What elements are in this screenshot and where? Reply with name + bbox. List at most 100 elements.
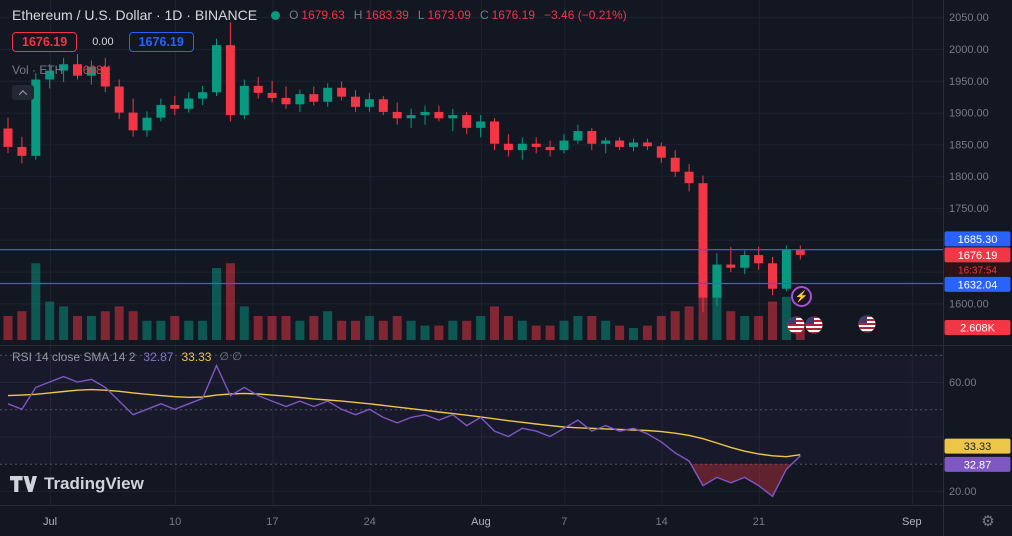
candle-down[interactable] bbox=[698, 183, 708, 298]
candle-down[interactable] bbox=[114, 86, 124, 113]
candle-down[interactable] bbox=[795, 249, 805, 255]
candle-up[interactable] bbox=[59, 64, 69, 71]
candle-down[interactable] bbox=[351, 96, 360, 107]
symbol-legend: Ethereum / U.S. Dollar · 1D · BINANCE O … bbox=[12, 7, 627, 23]
us-flag-event-icon[interactable] bbox=[858, 315, 876, 333]
volume-bar bbox=[142, 320, 152, 340]
candle-down[interactable] bbox=[100, 66, 110, 87]
candle-up[interactable] bbox=[406, 115, 416, 119]
candle-up[interactable] bbox=[476, 121, 486, 128]
candle-down[interactable] bbox=[281, 97, 291, 105]
candle-down[interactable] bbox=[670, 157, 680, 172]
us-flag-graphic bbox=[858, 315, 876, 333]
candle-down[interactable] bbox=[726, 264, 736, 268]
candle-down[interactable] bbox=[656, 146, 666, 158]
volume-bar bbox=[323, 311, 333, 340]
axis-label: 21 bbox=[753, 516, 765, 528]
tradingview-logo[interactable]: TradingView bbox=[10, 474, 144, 494]
candle-down[interactable] bbox=[337, 87, 347, 97]
volume-bar bbox=[59, 306, 69, 340]
symbol-title[interactable]: Ethereum / U.S. Dollar · 1D · BINANCE bbox=[12, 7, 258, 23]
tradingview-logo-text: TradingView bbox=[44, 474, 144, 493]
volume-bar bbox=[239, 306, 249, 340]
candle-down[interactable] bbox=[587, 131, 597, 144]
candle-down[interactable] bbox=[684, 171, 694, 184]
volume-bar bbox=[212, 268, 221, 340]
candle-down[interactable] bbox=[73, 64, 82, 76]
candle-up[interactable] bbox=[629, 142, 638, 147]
candle-up[interactable] bbox=[184, 98, 194, 109]
axis-label: 24 bbox=[364, 516, 376, 528]
candle-up[interactable] bbox=[239, 85, 249, 116]
us-flag-event-icon[interactable] bbox=[787, 316, 805, 334]
candle-down[interactable] bbox=[768, 263, 777, 289]
candle-down[interactable] bbox=[170, 104, 180, 109]
collapse-legend-button[interactable] bbox=[12, 85, 34, 100]
candle-down[interactable] bbox=[392, 111, 402, 119]
candle-up[interactable] bbox=[45, 70, 55, 80]
candle-up[interactable] bbox=[420, 111, 430, 116]
candle-up[interactable] bbox=[323, 87, 333, 102]
candle-down[interactable] bbox=[642, 142, 652, 147]
candle-down[interactable] bbox=[253, 85, 263, 93]
low-value: 1673.09 bbox=[427, 8, 471, 22]
volume-bar bbox=[295, 320, 305, 340]
volume-bar bbox=[670, 311, 680, 340]
candle-up[interactable] bbox=[86, 66, 96, 76]
rsi-band-fill bbox=[0, 354, 943, 464]
open-label: O bbox=[289, 8, 299, 22]
candle-down[interactable] bbox=[615, 140, 625, 147]
candle-down[interactable] bbox=[3, 128, 13, 147]
candle-up[interactable] bbox=[712, 264, 722, 298]
volume-bar bbox=[128, 311, 138, 340]
candle-up[interactable] bbox=[781, 249, 791, 289]
axis-badge bbox=[944, 456, 1011, 472]
volume-bar bbox=[184, 320, 194, 340]
candle-up[interactable] bbox=[156, 104, 166, 118]
candle-down[interactable] bbox=[128, 112, 138, 131]
candle-down[interactable] bbox=[545, 146, 555, 151]
volume-bar bbox=[17, 311, 27, 340]
candle-up[interactable] bbox=[31, 79, 41, 156]
axis-label: 20.00 bbox=[949, 486, 977, 498]
settings-gear-icon[interactable]: ⚙ bbox=[974, 509, 1002, 533]
candle-up[interactable] bbox=[142, 117, 152, 131]
volume-bar bbox=[545, 325, 555, 340]
candle-up[interactable] bbox=[559, 140, 569, 151]
candle-up[interactable] bbox=[573, 131, 583, 141]
candle-up[interactable] bbox=[295, 94, 305, 105]
sell-button[interactable]: 1676.19 bbox=[12, 32, 78, 52]
candle-down[interactable] bbox=[754, 255, 764, 264]
candle-up[interactable] bbox=[198, 92, 208, 99]
volume-bar bbox=[684, 306, 694, 340]
volume-bar bbox=[198, 320, 208, 340]
us-flag-graphic bbox=[805, 316, 823, 334]
rsi-legend[interactable]: RSI 14 close SMA 14 2 32.87 33.33 ∅ ∅ bbox=[12, 350, 242, 364]
candle-up[interactable] bbox=[740, 255, 750, 268]
event-lightning-icon[interactable]: ⚡ bbox=[791, 286, 812, 307]
axis-label: 1900.00 bbox=[949, 108, 989, 120]
candle-down[interactable] bbox=[490, 121, 499, 144]
volume-legend: Vol · ETH 2.608K bbox=[12, 63, 111, 77]
candle-down[interactable] bbox=[434, 111, 444, 119]
candle-down[interactable] bbox=[503, 143, 513, 151]
candle-down[interactable] bbox=[267, 92, 277, 98]
candle-down[interactable] bbox=[17, 146, 27, 156]
candle-up[interactable] bbox=[212, 45, 221, 93]
candle-up[interactable] bbox=[448, 115, 458, 119]
volume-bar bbox=[587, 316, 597, 340]
buy-button[interactable]: 1676.19 bbox=[128, 32, 194, 52]
candle-down[interactable] bbox=[225, 45, 235, 116]
candle-up[interactable] bbox=[517, 143, 527, 151]
candle-up[interactable] bbox=[601, 140, 611, 144]
volume-bar bbox=[490, 306, 499, 340]
us-flag-event-icon[interactable] bbox=[805, 316, 823, 334]
candle-down[interactable] bbox=[462, 115, 472, 128]
candle-down[interactable] bbox=[378, 99, 388, 112]
candle-up[interactable] bbox=[364, 99, 374, 107]
candle-down[interactable] bbox=[309, 94, 319, 102]
candle-down[interactable] bbox=[531, 143, 541, 147]
